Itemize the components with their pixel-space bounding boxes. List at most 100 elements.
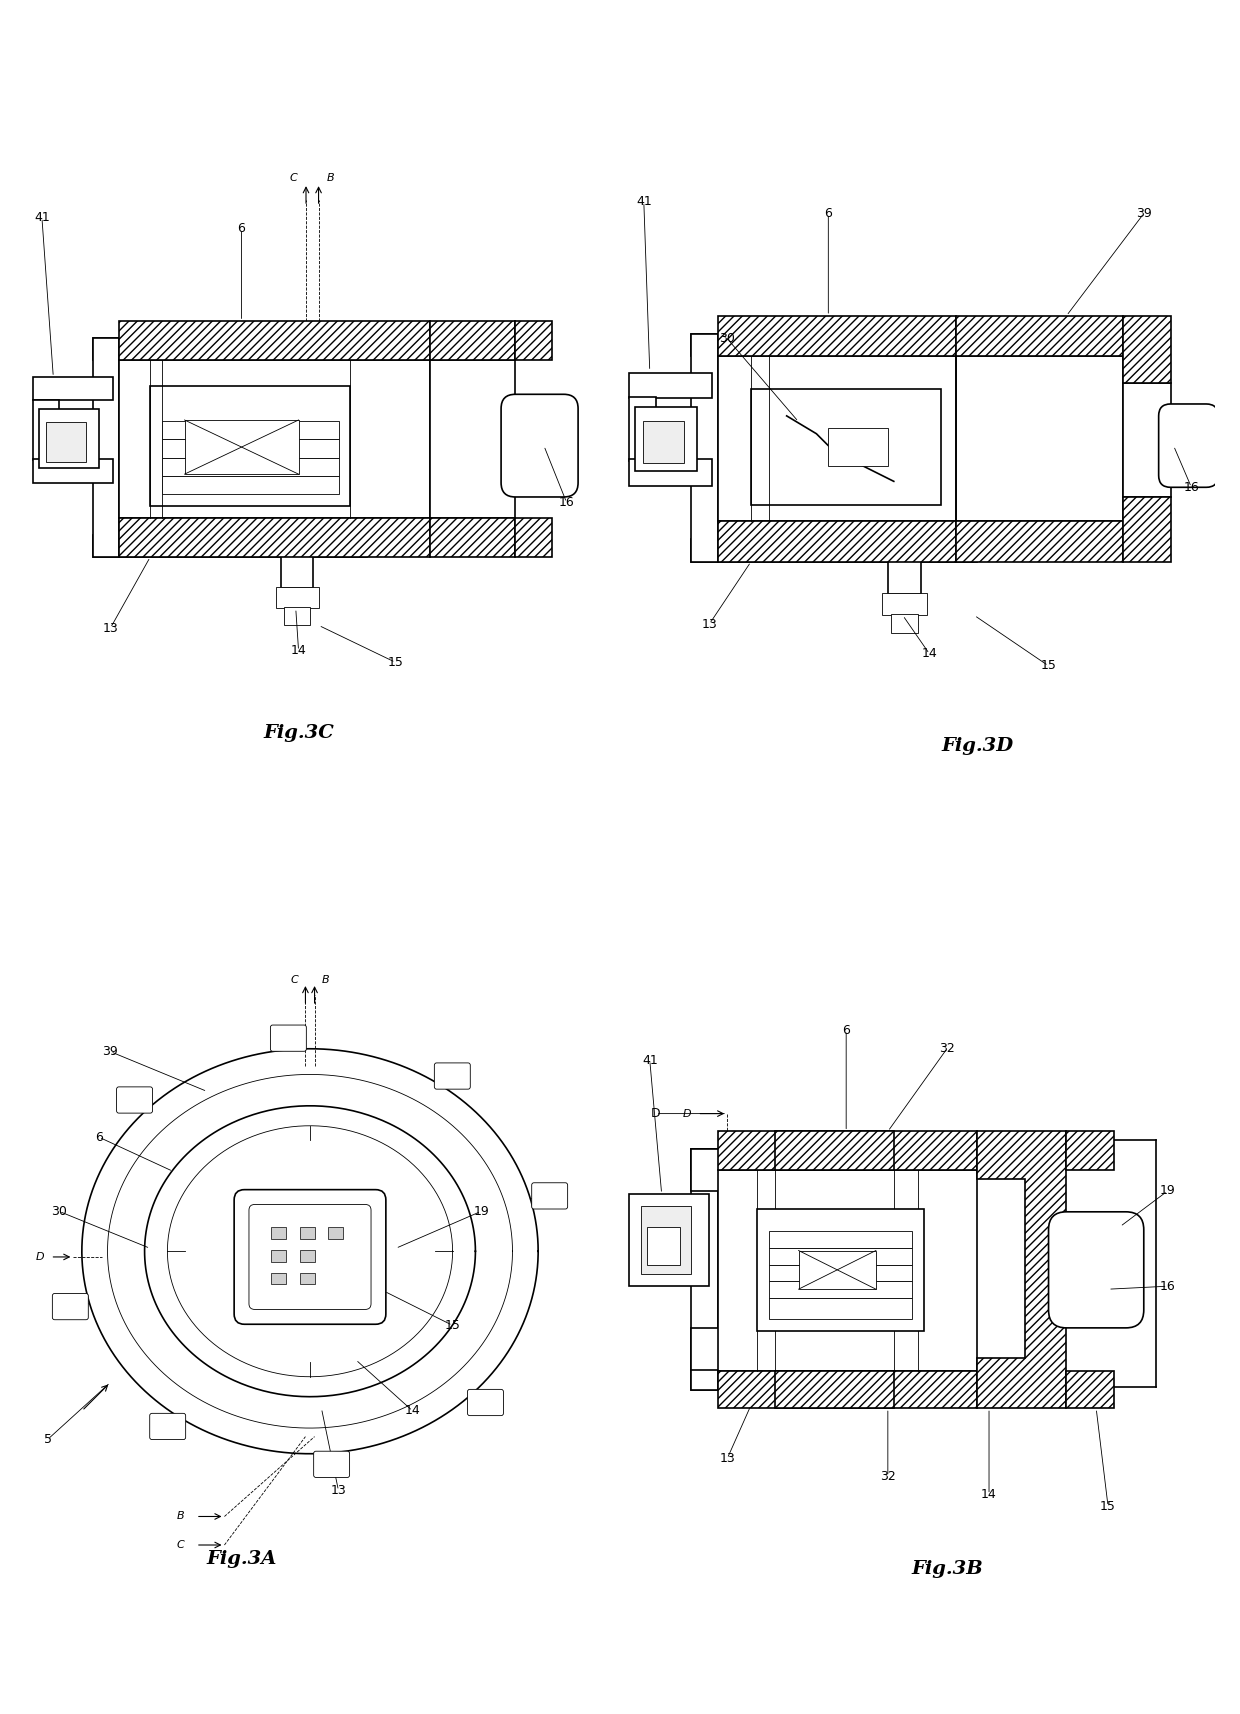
Text: 41: 41 [636, 195, 652, 207]
Bar [692, 334, 718, 562]
Bar [161, 439, 339, 458]
Text: C: C [291, 975, 299, 986]
Text: D: D [683, 1109, 692, 1119]
Bar [272, 1250, 286, 1262]
Text: Fig.3D: Fig.3D [941, 737, 1013, 756]
Bar [33, 459, 113, 483]
Bar [46, 422, 87, 461]
Text: 41: 41 [33, 211, 50, 225]
FancyBboxPatch shape [234, 1190, 386, 1325]
Text: 15: 15 [388, 656, 403, 668]
Text: 6: 6 [238, 223, 246, 235]
Text: D: D [651, 1107, 661, 1121]
Text: 14: 14 [290, 644, 306, 658]
Bar [300, 1250, 315, 1262]
FancyBboxPatch shape [501, 394, 578, 497]
Bar [300, 1227, 315, 1239]
Text: 6: 6 [842, 1023, 851, 1037]
Text: C: C [177, 1539, 185, 1549]
Text: 39: 39 [103, 1046, 118, 1058]
Bar [119, 518, 430, 557]
Bar [93, 535, 367, 557]
Bar [718, 1371, 977, 1409]
Bar [1123, 315, 1171, 384]
FancyBboxPatch shape [1049, 1212, 1143, 1328]
Text: 13: 13 [103, 622, 118, 634]
Bar [692, 1369, 977, 1390]
Bar [888, 560, 920, 595]
FancyBboxPatch shape [1158, 405, 1218, 487]
Bar [1123, 384, 1171, 497]
Bar [629, 1195, 709, 1286]
Text: 16: 16 [559, 495, 574, 509]
Bar [769, 1297, 911, 1320]
Text: 13: 13 [331, 1484, 346, 1498]
Bar [430, 518, 516, 557]
Bar [956, 315, 1123, 357]
Text: B: B [321, 975, 329, 986]
Text: 19: 19 [1159, 1184, 1176, 1198]
Text: 14: 14 [921, 648, 937, 660]
Text: 14: 14 [981, 1488, 997, 1501]
Bar [629, 374, 712, 398]
Text: 6: 6 [825, 207, 832, 219]
Bar [799, 1251, 875, 1289]
Bar [33, 377, 113, 399]
Bar [119, 321, 430, 360]
Bar [275, 588, 319, 608]
Bar [769, 1282, 911, 1297]
Text: 30: 30 [719, 333, 735, 345]
Text: Fig.3A: Fig.3A [206, 1549, 277, 1568]
Bar [890, 614, 918, 632]
Bar [516, 321, 553, 360]
Bar [718, 1131, 977, 1171]
Bar [284, 607, 310, 626]
Polygon shape [977, 1131, 1066, 1409]
Text: 5: 5 [43, 1433, 52, 1447]
Text: Fig.3B: Fig.3B [911, 1560, 983, 1579]
Bar [642, 420, 684, 463]
Bar [692, 334, 977, 357]
Bar [692, 1328, 722, 1369]
Bar [40, 408, 99, 468]
Bar [718, 1171, 977, 1371]
Text: 13: 13 [702, 617, 717, 631]
Bar [629, 398, 656, 461]
Bar [828, 428, 888, 466]
Bar [1066, 1371, 1114, 1409]
Bar [161, 422, 339, 439]
Text: 39: 39 [1136, 207, 1152, 219]
Text: 14: 14 [404, 1404, 420, 1417]
Bar [93, 338, 119, 557]
Bar [641, 1207, 692, 1274]
Bar [516, 518, 553, 557]
Text: Fig.3C: Fig.3C [263, 725, 334, 742]
Bar [150, 386, 350, 506]
Text: B: B [177, 1512, 185, 1522]
Text: 16: 16 [1159, 1280, 1176, 1292]
Bar [329, 1227, 343, 1239]
Bar [33, 399, 60, 459]
Bar [93, 338, 367, 360]
Text: 15: 15 [1100, 1500, 1116, 1513]
Bar [692, 1150, 722, 1191]
Text: 15: 15 [1040, 660, 1056, 672]
Bar [756, 1208, 924, 1330]
Text: B: B [327, 173, 335, 183]
Text: C: C [290, 173, 298, 183]
FancyBboxPatch shape [150, 1414, 186, 1440]
Text: D: D [36, 1251, 45, 1262]
Text: 32: 32 [940, 1042, 955, 1054]
FancyBboxPatch shape [249, 1205, 371, 1309]
Bar [1123, 497, 1171, 562]
Bar [956, 521, 1123, 562]
Bar [1066, 1131, 1114, 1171]
Bar [119, 360, 430, 518]
Text: 16: 16 [1183, 482, 1199, 494]
Text: 15: 15 [445, 1318, 460, 1332]
Bar [692, 1150, 977, 1171]
FancyBboxPatch shape [52, 1294, 88, 1320]
Bar [430, 360, 516, 518]
Bar [161, 458, 339, 476]
FancyBboxPatch shape [532, 1183, 568, 1208]
